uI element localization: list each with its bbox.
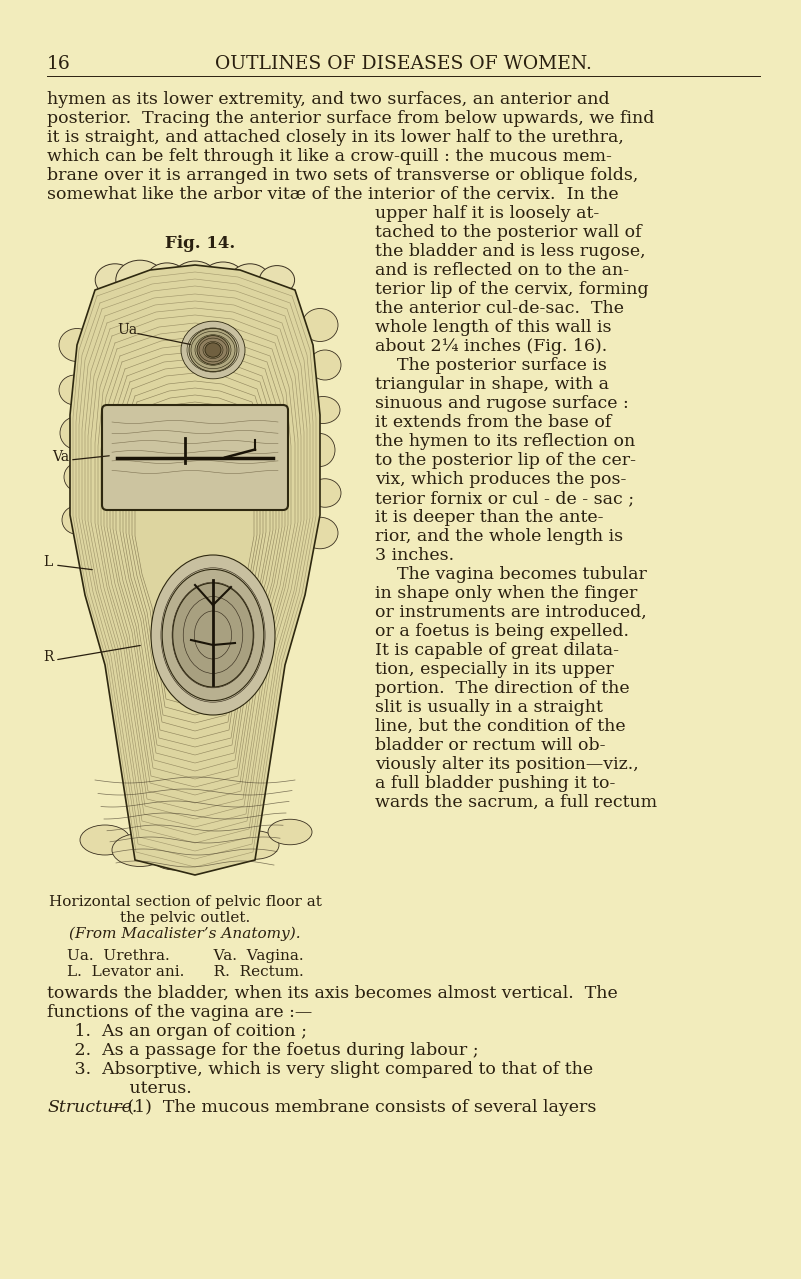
Text: L: L [43, 555, 52, 569]
Text: L.  Levator ani.      R.  Rectum.: L. Levator ani. R. Rectum. [66, 964, 304, 978]
Ellipse shape [309, 478, 341, 508]
Text: about 2¼ inches (Fig. 16).: about 2¼ inches (Fig. 16). [375, 338, 607, 356]
Ellipse shape [59, 375, 91, 405]
Ellipse shape [201, 262, 245, 298]
Text: 3.  Absorptive, which is very slight compared to that of the: 3. Absorptive, which is very slight comp… [47, 1062, 593, 1078]
Text: The vagina becomes tubular: The vagina becomes tubular [375, 567, 647, 583]
Text: bladder or rectum will ob-: bladder or rectum will ob- [375, 737, 606, 755]
Ellipse shape [302, 308, 338, 341]
Ellipse shape [197, 335, 229, 365]
Ellipse shape [231, 831, 279, 859]
Text: —(1)  The mucous membrane consists of several layers: —(1) The mucous membrane consists of sev… [110, 1099, 597, 1117]
Text: 16: 16 [47, 55, 70, 73]
Ellipse shape [205, 343, 221, 357]
Ellipse shape [116, 260, 164, 299]
Text: or a foetus is being expelled.: or a foetus is being expelled. [375, 623, 629, 640]
Ellipse shape [146, 263, 188, 297]
Text: it is deeper than the ante-: it is deeper than the ante- [375, 509, 603, 526]
Text: terior lip of the cervix, forming: terior lip of the cervix, forming [375, 281, 649, 298]
Text: OUTLINES OF DISEASES OF WOMEN.: OUTLINES OF DISEASES OF WOMEN. [215, 55, 592, 73]
Text: posterior.  Tracing the anterior surface from below upwards, we find: posterior. Tracing the anterior surface … [47, 110, 654, 127]
Text: viously alter its position—viz.,: viously alter its position—viz., [375, 756, 638, 773]
Text: or instruments are introduced,: or instruments are introduced, [375, 604, 646, 622]
Text: (From Macalister’s Anatomy).: (From Macalister’s Anatomy). [69, 927, 301, 941]
Text: towards the bladder, when its axis becomes almost vertical.  The: towards the bladder, when its axis becom… [47, 985, 618, 1001]
Text: it extends from the base of: it extends from the base of [375, 414, 611, 431]
Ellipse shape [172, 261, 218, 299]
Text: Ua.  Urethra.         Va.  Vagina.: Ua. Urethra. Va. Vagina. [66, 949, 304, 963]
Text: rior, and the whole length is: rior, and the whole length is [375, 528, 623, 545]
Text: brane over it is arranged in two sets of transverse or oblique folds,: brane over it is arranged in two sets of… [47, 168, 638, 184]
Ellipse shape [306, 396, 340, 423]
Text: 1.  As an organ of coition ;: 1. As an organ of coition ; [47, 1023, 307, 1040]
Text: Horizontal section of pelvic floor at: Horizontal section of pelvic floor at [49, 895, 321, 909]
Text: upper half it is loosely at-: upper half it is loosely at- [375, 205, 599, 223]
Text: uterus.: uterus. [47, 1079, 191, 1097]
Ellipse shape [188, 836, 242, 867]
Ellipse shape [189, 329, 237, 372]
Text: in shape only when the finger: in shape only when the finger [375, 585, 638, 602]
Text: It is capable of great dilata-: It is capable of great dilata- [375, 642, 619, 659]
Text: sinuous and rugose surface :: sinuous and rugose surface : [375, 395, 629, 412]
Text: Structure.: Structure. [47, 1099, 138, 1117]
Text: Va: Va [52, 450, 69, 464]
Ellipse shape [62, 505, 92, 535]
Text: slit is usually in a straight: slit is usually in a straight [375, 700, 603, 716]
Text: hymen as its lower extremity, and two surfaces, an anterior and: hymen as its lower extremity, and two su… [47, 91, 610, 107]
Ellipse shape [230, 263, 270, 297]
Text: 3 inches.: 3 inches. [375, 547, 454, 564]
Text: and is reflected on to the an-: and is reflected on to the an- [375, 262, 629, 279]
Text: somewhat like the arbor vitæ of the interior of the cervix.  In the: somewhat like the arbor vitæ of the inte… [47, 185, 618, 203]
Ellipse shape [268, 820, 312, 844]
Ellipse shape [64, 462, 96, 492]
Text: it is straight, and attached closely in its lower half to the urethra,: it is straight, and attached closely in … [47, 129, 624, 146]
Text: the pelvic outlet.: the pelvic outlet. [120, 911, 250, 925]
Text: to the posterior lip of the cer-: to the posterior lip of the cer- [375, 451, 636, 469]
Ellipse shape [173, 583, 253, 687]
Ellipse shape [59, 329, 95, 362]
Text: functions of the vagina are :—: functions of the vagina are :— [47, 1004, 312, 1021]
Text: wards the sacrum, a full rectum: wards the sacrum, a full rectum [375, 794, 657, 811]
Ellipse shape [95, 263, 135, 297]
Ellipse shape [60, 417, 94, 449]
Ellipse shape [151, 555, 275, 715]
Ellipse shape [302, 517, 338, 549]
Ellipse shape [260, 266, 295, 294]
Text: tion, especially in its upper: tion, especially in its upper [375, 661, 614, 678]
Text: 2.  As a passage for the foetus during labour ;: 2. As a passage for the foetus during la… [47, 1042, 479, 1059]
Text: The posterior surface is: The posterior surface is [375, 357, 607, 373]
Text: the hymen to its reflection on: the hymen to its reflection on [375, 434, 635, 450]
Ellipse shape [150, 840, 200, 870]
Ellipse shape [181, 321, 245, 379]
Text: which can be felt through it like a crow-quill : the mucous mem-: which can be felt through it like a crow… [47, 148, 612, 165]
Text: triangular in shape, with a: triangular in shape, with a [375, 376, 609, 393]
Ellipse shape [305, 434, 335, 467]
Text: R: R [43, 650, 54, 664]
Polygon shape [70, 265, 320, 875]
Ellipse shape [309, 350, 341, 380]
Text: the anterior cul-de-sac.  The: the anterior cul-de-sac. The [375, 301, 624, 317]
Text: portion.  The direction of the: portion. The direction of the [375, 680, 630, 697]
Text: vix, which produces the pos-: vix, which produces the pos- [375, 471, 626, 489]
Ellipse shape [80, 825, 130, 854]
Text: tached to the posterior wall of: tached to the posterior wall of [375, 224, 642, 240]
Text: the bladder and is less rugose,: the bladder and is less rugose, [375, 243, 646, 260]
Ellipse shape [162, 569, 264, 701]
Text: line, but the condition of the: line, but the condition of the [375, 718, 626, 735]
Bar [40, 260, 350, 880]
Text: whole length of this wall is: whole length of this wall is [375, 318, 611, 336]
Text: Fig. 14.: Fig. 14. [165, 235, 235, 252]
Text: terior fornix or cul - de - sac ;: terior fornix or cul - de - sac ; [375, 490, 634, 506]
Text: a full bladder pushing it to-: a full bladder pushing it to- [375, 775, 615, 792]
Ellipse shape [112, 834, 168, 866]
Text: Ua: Ua [117, 324, 137, 336]
FancyBboxPatch shape [102, 405, 288, 510]
